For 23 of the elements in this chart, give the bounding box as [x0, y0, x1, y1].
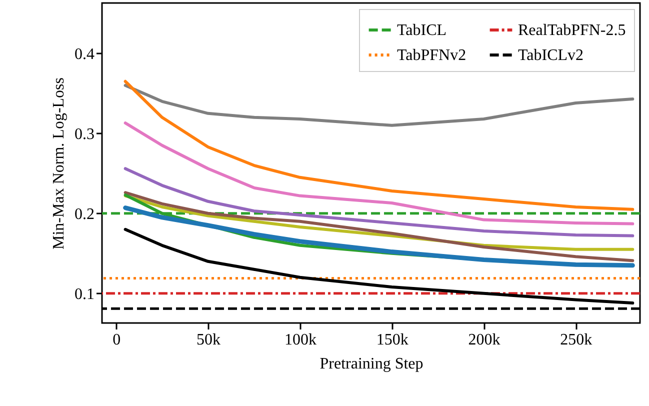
line-series — [123, 206, 635, 268]
y-tick-label: 0.1 — [74, 286, 94, 303]
y-tick-label: 0.2 — [74, 206, 94, 223]
line-series — [124, 84, 634, 127]
line-series — [124, 167, 634, 238]
line-series — [124, 191, 634, 262]
y-tick-label: 0.4 — [74, 46, 94, 63]
legend-label: RealTabPFN-2.5 — [518, 22, 626, 39]
x-tick-label: 150k — [376, 332, 408, 348]
x-tick-label: 250k — [560, 332, 592, 348]
line-series — [124, 80, 634, 211]
y-tick-label: 0.3 — [74, 126, 94, 143]
x-tick-label: 100k — [284, 332, 316, 348]
legend-label: TabICL — [397, 22, 447, 39]
x-axis-title: Pretraining Step — [320, 356, 424, 372]
line-series — [124, 228, 634, 304]
y-axis-title: Min-Max Norm. Log-Loss — [50, 78, 68, 250]
legend-label: TabPFNv2 — [397, 47, 466, 64]
legend-label: TabICLv2 — [518, 47, 584, 64]
x-tick-label: 0 — [112, 332, 121, 348]
line-series — [124, 122, 634, 226]
x-tick-label: 200k — [468, 332, 500, 348]
x-tick-label: 50k — [196, 332, 221, 348]
